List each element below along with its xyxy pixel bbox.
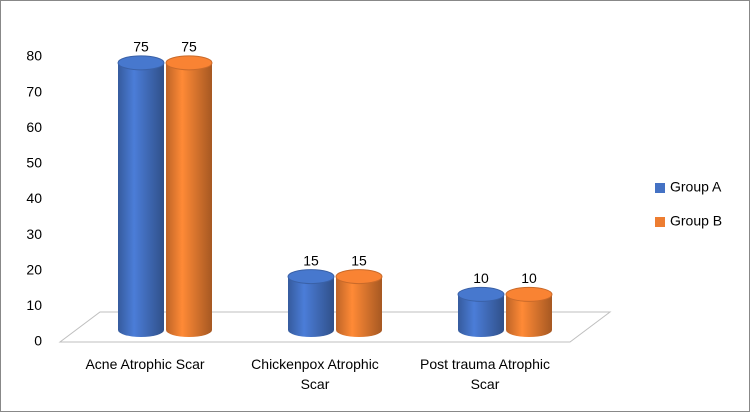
bar-top	[287, 269, 335, 285]
bar-top	[165, 55, 213, 71]
y-tick-label: 50	[26, 155, 42, 171]
y-tick-label: 30	[26, 226, 42, 242]
bar	[287, 269, 335, 337]
legend-label: Group B	[670, 213, 722, 229]
data-label: 15	[351, 252, 367, 268]
bar	[457, 286, 505, 337]
bar-top	[335, 269, 383, 285]
x-tick-label: Chickenpox Atrophic Scar	[251, 356, 379, 392]
bar	[165, 55, 213, 337]
bar-top	[457, 286, 505, 302]
bar-top	[505, 286, 553, 302]
x-tick-label: Acne Atrophic Scar	[85, 356, 204, 372]
y-tick-label: 0	[34, 333, 42, 349]
data-label: 75	[133, 39, 149, 55]
legend-label: Group A	[670, 179, 722, 195]
y-tick-label: 40	[26, 190, 42, 206]
y-tick-label: 60	[26, 119, 42, 135]
bar-body	[458, 294, 504, 337]
data-label: 15	[303, 252, 319, 268]
y-tick-label: 10	[26, 297, 42, 313]
bar	[335, 269, 383, 337]
bar-body	[336, 276, 382, 337]
y-tick-label: 70	[26, 83, 42, 99]
data-label: 10	[521, 270, 537, 286]
x-tick-label: Post trauma Atrophic Scar	[420, 356, 550, 392]
y-tick-label: 80	[26, 48, 42, 64]
bar-top	[117, 55, 165, 71]
bar-body	[118, 62, 164, 337]
legend-swatch	[655, 217, 665, 227]
bar	[117, 55, 165, 337]
data-label: 75	[181, 39, 197, 55]
y-tick-label: 20	[26, 261, 42, 277]
bar-body	[166, 62, 212, 337]
bar-body	[288, 276, 334, 337]
data-label: 10	[473, 270, 489, 286]
bar	[505, 286, 553, 337]
legend-swatch	[655, 183, 665, 193]
bar-body	[506, 294, 552, 337]
